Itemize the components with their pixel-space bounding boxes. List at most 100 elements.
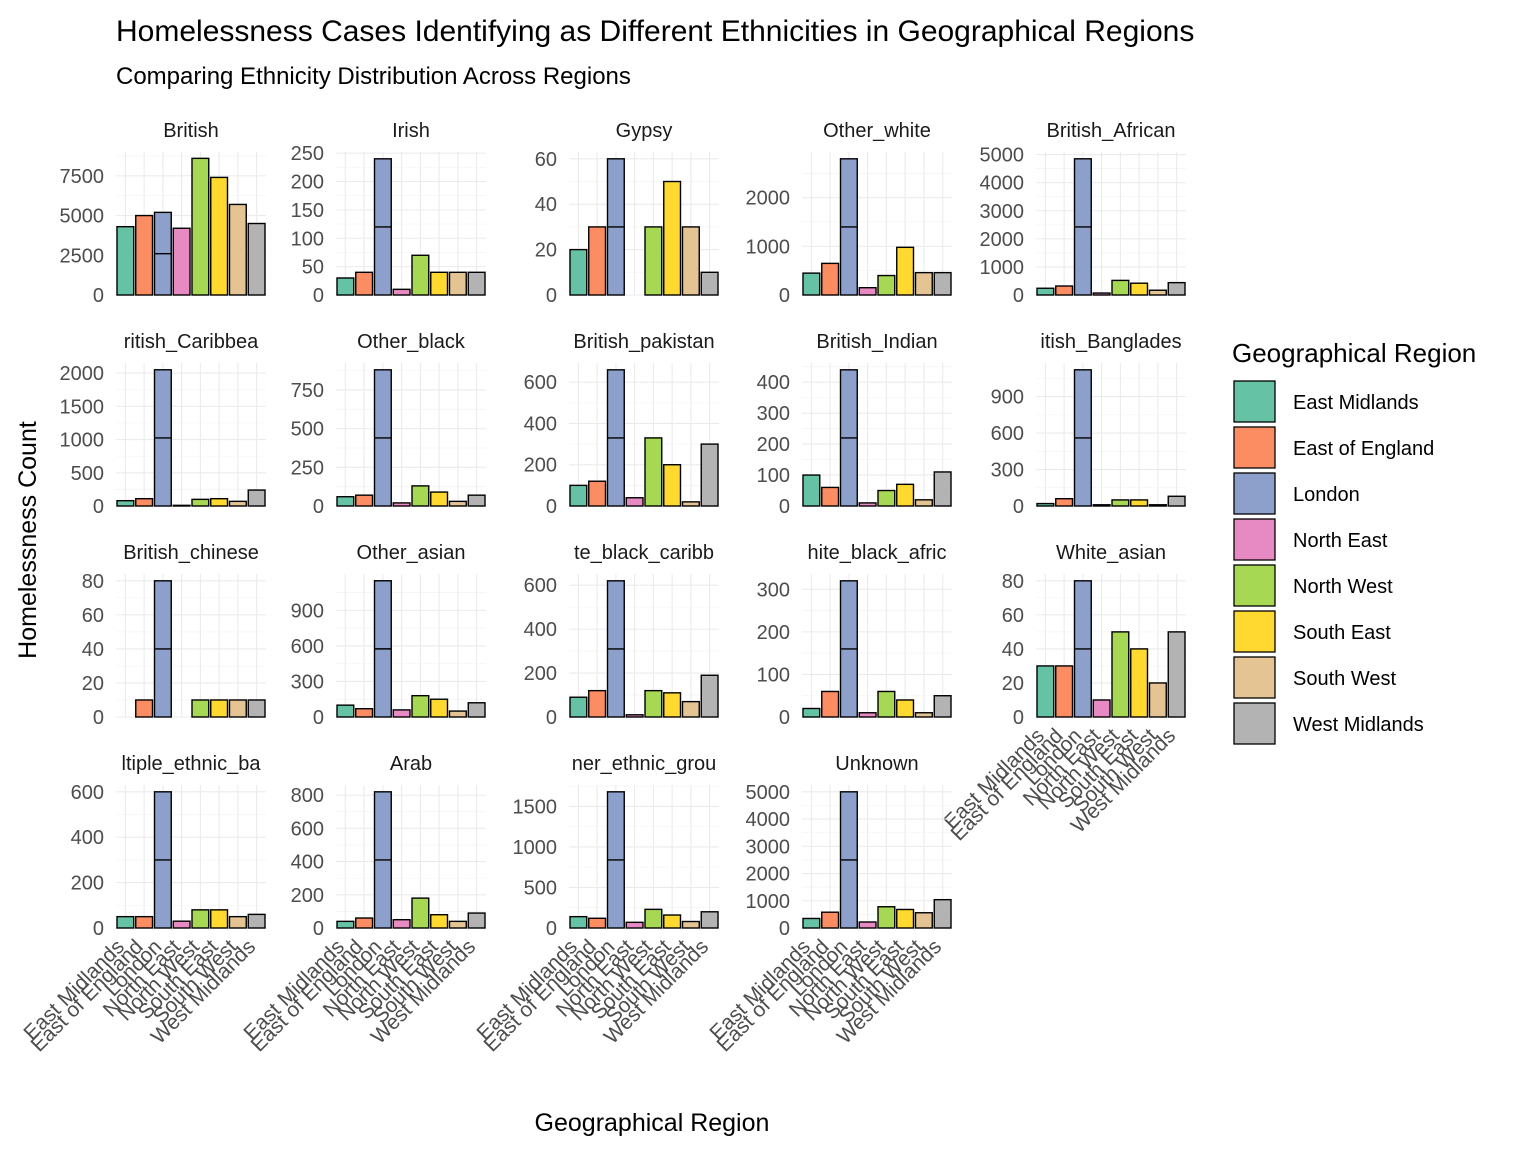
panel-strip-label: British_African	[1047, 120, 1176, 142]
panel-strip-label: ritish_Caribbea	[124, 331, 259, 353]
bar-north-west	[877, 906, 896, 929]
bar-south-east	[210, 909, 229, 929]
y-tick-label: 3000	[980, 201, 1025, 223]
bar-east-of-england	[1055, 285, 1074, 296]
y-tick-label: 2000	[60, 363, 105, 385]
bar-east-midlands	[569, 696, 588, 718]
y-tick-label: 40	[82, 639, 104, 661]
panel-strip-label: British_chinese	[123, 542, 259, 564]
y-tick-label: 200	[524, 455, 557, 477]
y-tick-label: 5000	[980, 145, 1025, 167]
bar-north-east	[172, 920, 191, 929]
panel-british-pakistan: British_pakistan 0 200 400 600	[524, 331, 719, 518]
bar-east-of-england	[355, 494, 374, 507]
panel-strip-label: British	[163, 120, 219, 142]
y-tick-label: 0	[93, 496, 104, 518]
y-tick-label: 0	[546, 496, 557, 518]
y-tick-label: 0	[313, 496, 324, 518]
bar-south-east	[210, 497, 229, 507]
y-tick-label: 80	[1002, 571, 1024, 593]
y-tick-label: 0	[779, 496, 790, 518]
y-tick-label: 600	[991, 423, 1024, 445]
y-tick-label: 5000	[746, 782, 791, 804]
bar-east-of-england	[588, 480, 607, 507]
y-tick-label: 400	[291, 852, 324, 874]
y-tick-label: 900	[991, 387, 1024, 409]
y-tick-label: 0	[1013, 285, 1024, 307]
y-tick-label: 40	[535, 194, 557, 216]
bar-south-east	[896, 246, 915, 296]
bar-south-west	[681, 226, 700, 296]
y-tick-label: 50	[302, 257, 324, 279]
y-tick-label: 4000	[980, 173, 1025, 195]
bar-north-east	[392, 918, 411, 929]
bar-west-midlands	[933, 898, 952, 929]
bar-north-west	[191, 909, 210, 929]
legend-label-east-midlands: East Midlands	[1293, 392, 1419, 414]
legend-label-south-west: South West	[1293, 668, 1396, 690]
bar-south-west	[681, 920, 700, 929]
bar-east-midlands	[569, 484, 588, 507]
bar-south-west	[914, 912, 933, 929]
chart-title: Homelessness Cases Identifying as Differ…	[116, 15, 1194, 48]
y-tick-label: 1000	[746, 891, 791, 913]
bar-south-east	[896, 699, 915, 718]
y-tick-label: 300	[757, 403, 790, 425]
panel-british-caribbean: ritish_Caribbea 0 500 1000 1500 2000	[60, 331, 266, 518]
bar-south-west	[448, 920, 467, 929]
panel-strip-label: hite_black_afric	[808, 542, 947, 564]
y-tick-label: 2500	[60, 245, 105, 267]
panel-strip-label: itish_Banglades	[1040, 331, 1181, 353]
bar-west-midlands	[700, 674, 719, 718]
bar-south-west	[914, 499, 933, 507]
bar-north-east	[392, 288, 411, 296]
bar-west-midlands	[247, 489, 266, 507]
bar-north-west	[877, 489, 896, 507]
panel-white-black-caribbean: te_black_caribb 0 200 400 600	[524, 542, 719, 729]
panel-other-white: Other_white 0 1000 2000	[746, 120, 952, 307]
panel-strip-label: Arab	[390, 753, 432, 775]
bar-west-midlands	[247, 699, 266, 718]
y-tick-label: 200	[291, 885, 324, 907]
bar-east-midlands	[116, 499, 135, 507]
panel-irish: Irish 0 50 100 150 200 250	[291, 120, 486, 307]
y-tick-label: 300	[291, 671, 324, 693]
y-tick-label: 500	[524, 877, 557, 899]
y-tick-label: 250	[291, 457, 324, 479]
bar-north-east	[1092, 504, 1111, 507]
bar-south-east	[430, 914, 449, 929]
legend-label-london: London	[1293, 484, 1360, 506]
bar-south-east	[663, 180, 682, 296]
bar-north-east	[858, 712, 877, 718]
bar-south-west	[448, 500, 467, 507]
bar-north-west	[191, 498, 210, 507]
legend-key-east-of-england	[1233, 426, 1276, 469]
bar-west-midlands	[700, 271, 719, 296]
y-tick-label: 0	[313, 707, 324, 729]
bar-north-east	[858, 287, 877, 296]
bar-east-of-england	[588, 689, 607, 718]
bar-north-west	[191, 699, 210, 718]
y-tick-label: 600	[524, 372, 557, 394]
y-tick-label: 800	[291, 785, 324, 807]
bar-east-midlands	[1036, 287, 1055, 296]
y-tick-label: 20	[1002, 673, 1024, 695]
y-tick-label: 200	[757, 434, 790, 456]
chart-subtitle: Comparing Ethnicity Distribution Across …	[116, 63, 631, 90]
bar-north-west	[191, 157, 210, 296]
y-tick-label: 2000	[746, 188, 791, 210]
bar-south-west	[228, 203, 247, 296]
panel-british-bangladeshi: itish_Banglades 0 300 600 900	[991, 331, 1186, 518]
panel-gypsy: Gypsy 0 20 40 60	[535, 120, 719, 307]
bar-north-west	[1111, 499, 1130, 507]
y-tick-label: 0	[546, 707, 557, 729]
bar-south-west	[1148, 504, 1167, 507]
y-tick-label: 600	[291, 818, 324, 840]
y-tick-label: 0	[779, 918, 790, 940]
y-tick-label: 300	[991, 460, 1024, 482]
panel-strip-label: British_Indian	[816, 331, 937, 353]
